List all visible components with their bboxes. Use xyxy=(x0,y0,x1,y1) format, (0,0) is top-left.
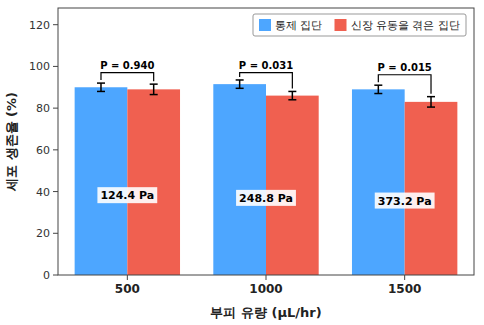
error-cap xyxy=(97,82,105,84)
legend-label: 통제 집단 xyxy=(275,19,323,32)
legend-swatch xyxy=(259,19,271,31)
y-axis-label: 세포 생존율 (%) xyxy=(4,92,19,192)
bar xyxy=(405,102,458,275)
legend-box xyxy=(253,14,466,36)
bar xyxy=(213,84,266,275)
x-tick-label: 1500 xyxy=(388,282,421,296)
error-line xyxy=(100,83,102,91)
pressure-label: 248.8 Pa xyxy=(239,192,293,205)
error-line xyxy=(239,80,241,88)
error-line xyxy=(153,84,155,94)
error-cap xyxy=(374,93,382,95)
bar xyxy=(266,96,319,275)
error-cap xyxy=(374,84,382,86)
p-bracket xyxy=(378,75,431,94)
error-cap xyxy=(150,94,158,96)
error-line xyxy=(378,85,380,93)
x-tick xyxy=(266,275,267,280)
y-tick xyxy=(53,275,58,276)
error-bar xyxy=(427,97,435,107)
pressure-label: 124.4 Pa xyxy=(100,189,154,202)
bars xyxy=(75,73,458,275)
error-bar xyxy=(374,85,382,93)
y-tick xyxy=(53,108,58,109)
pressure-label: 373.2 Pa xyxy=(378,195,432,208)
error-cap xyxy=(288,91,296,93)
pressure-label-bg xyxy=(236,190,296,206)
p-value: P = 0.015 xyxy=(378,62,432,73)
y-tick-label: 0 xyxy=(43,269,50,282)
y-tick-label: 60 xyxy=(36,144,50,157)
y-tick-label: 40 xyxy=(36,186,50,199)
legend: 통제 집단 신장 유동을 겪은 집단 xyxy=(253,14,466,36)
y-tick xyxy=(53,66,58,67)
error-line xyxy=(430,97,432,107)
x-tick-label: 1000 xyxy=(249,282,282,296)
error-cap xyxy=(97,91,105,93)
pressure-label-bg xyxy=(375,193,435,209)
chart: 0 20 40 60 80 100 120 500 1000 1500 P = 0.940 P = 0… xyxy=(0,0,484,325)
x-tick-label: 500 xyxy=(115,282,140,296)
bar xyxy=(75,87,128,275)
error-line xyxy=(292,91,294,99)
error-bar xyxy=(97,83,105,91)
pressure-label-bg xyxy=(97,187,157,203)
y-tick-label: 100 xyxy=(29,60,50,73)
error-cap xyxy=(236,79,244,81)
error-cap xyxy=(288,99,296,101)
y-tick xyxy=(53,149,58,150)
y-tick xyxy=(53,233,58,234)
y-tick-label: 80 xyxy=(36,102,50,115)
p-value: P = 0.940 xyxy=(100,60,154,71)
legend-label: 신장 유동을 겪은 집단 xyxy=(351,19,461,32)
error-bar xyxy=(288,91,296,99)
p-bracket xyxy=(101,73,154,81)
error-cap xyxy=(236,88,244,90)
p-bracket xyxy=(240,73,293,89)
error-cap xyxy=(427,96,435,98)
error-bar xyxy=(236,80,244,88)
bar xyxy=(352,89,405,275)
plot-frame xyxy=(58,8,474,275)
y-tick xyxy=(53,191,58,192)
p-value: P = 0.031 xyxy=(239,60,293,71)
bar xyxy=(127,89,180,275)
legend-swatch xyxy=(335,19,347,31)
x-tick xyxy=(404,275,405,280)
y-tick-label: 120 xyxy=(29,19,50,32)
y-tick-label: 20 xyxy=(36,227,50,240)
error-cap xyxy=(150,83,158,85)
error-bar xyxy=(150,84,158,94)
x-axis-label: 부피 유량 (μL/hr) xyxy=(210,305,321,320)
x-tick xyxy=(127,275,128,280)
y-tick xyxy=(53,24,58,25)
error-cap xyxy=(427,106,435,108)
